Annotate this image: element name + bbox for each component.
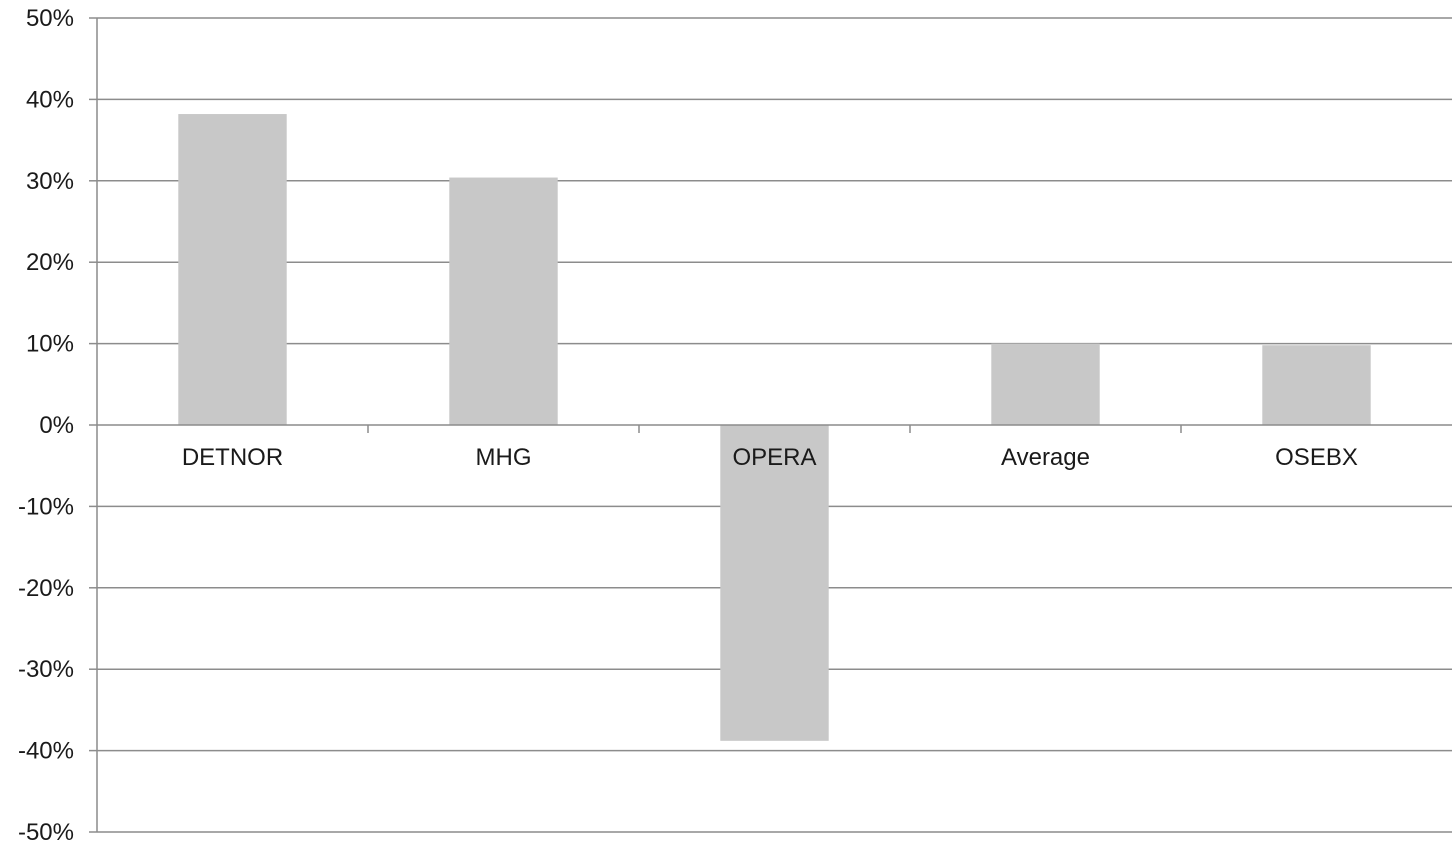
bars (178, 114, 1371, 741)
y-tick-label: 0% (39, 412, 74, 439)
x-tick-label: DETNOR (182, 444, 283, 471)
bar-opera (720, 425, 829, 741)
y-tick-label: -20% (18, 575, 74, 602)
y-tick-label: 10% (26, 331, 74, 358)
y-tick-label: 30% (26, 168, 74, 195)
y-tick-label: -30% (18, 656, 74, 683)
x-tick-label: OSEBX (1275, 444, 1358, 471)
y-tick-label: 40% (26, 86, 74, 113)
y-tick-label: -50% (18, 819, 74, 846)
y-tick-label: 50% (26, 5, 74, 32)
y-tick-label: 20% (26, 249, 74, 276)
bar-mhg (449, 177, 558, 425)
x-tick-label: Average (1001, 444, 1090, 471)
x-tick-label: OPERA (732, 444, 816, 471)
bar-detnor (178, 114, 287, 425)
labels: 50% 40% 30% 20% 10% 0% -10% -20% -30% -40% -50% DET… (18, 5, 1358, 846)
bar-osebx (1262, 345, 1371, 425)
y-tick-label: -10% (18, 493, 74, 520)
y-tick-label: -40% (18, 738, 74, 765)
x-tick-label: MHG (476, 444, 532, 471)
bar-average (991, 343, 1100, 425)
axes (89, 17, 1452, 833)
